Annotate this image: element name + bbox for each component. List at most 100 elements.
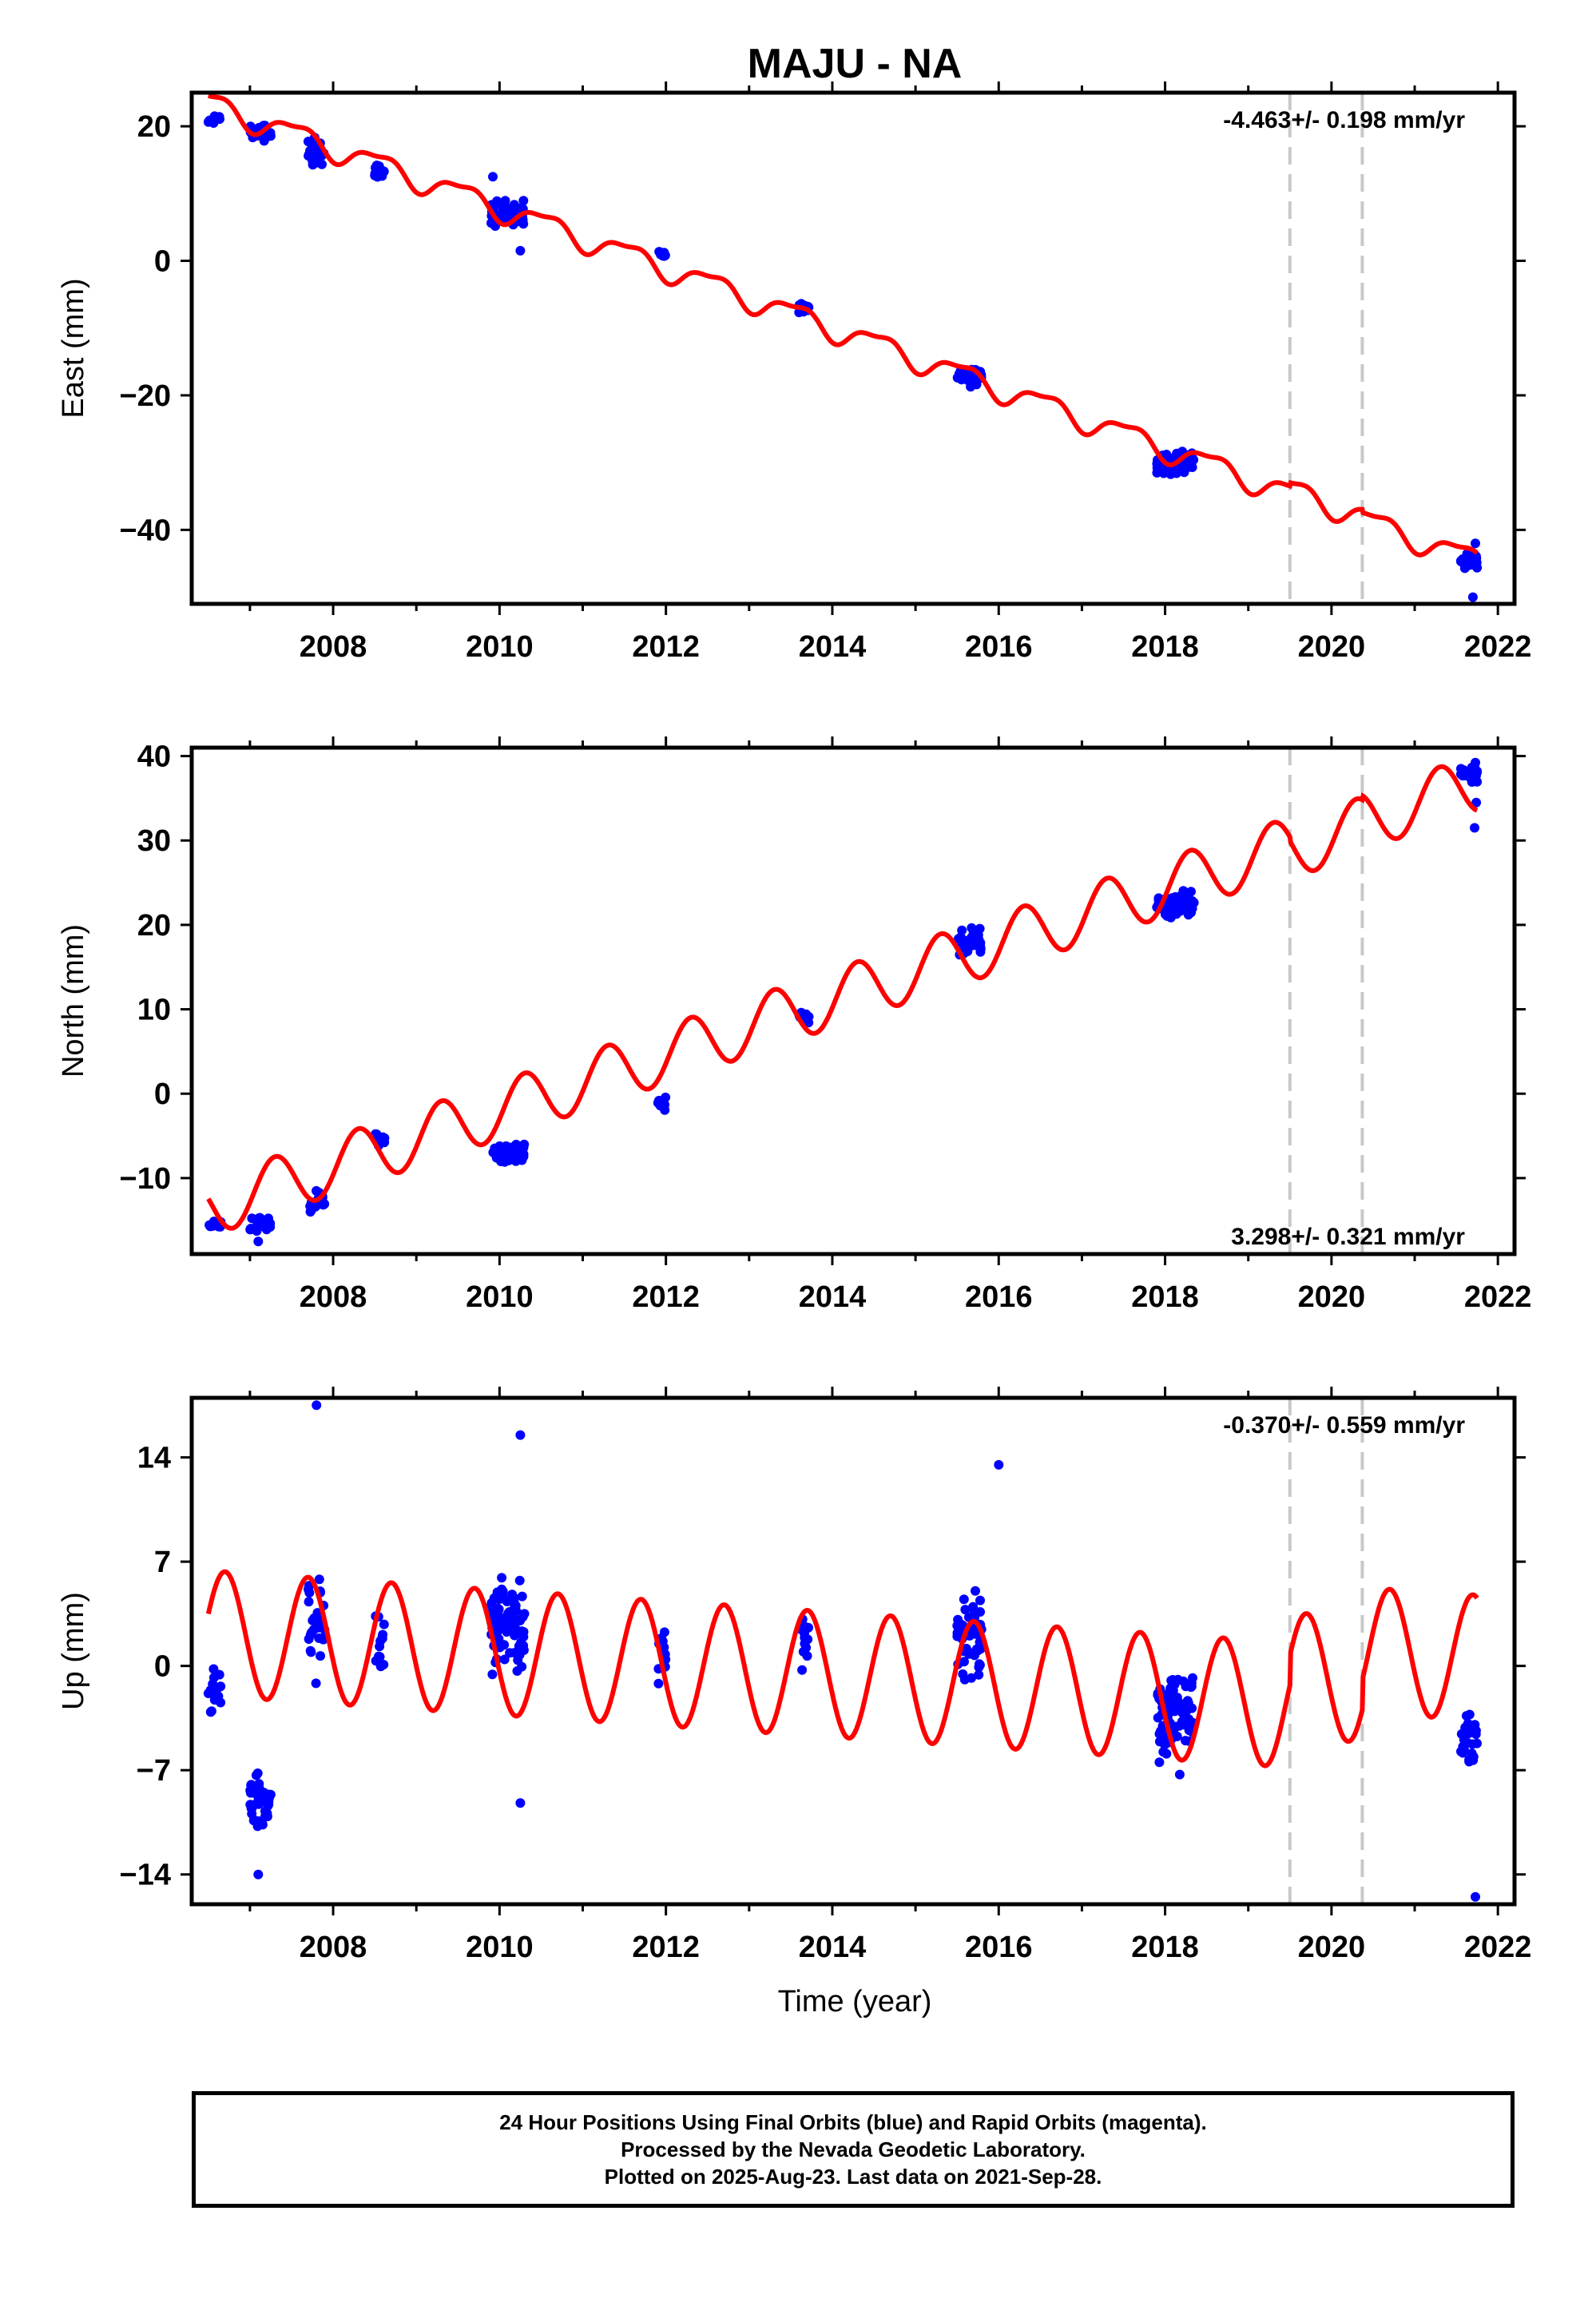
- data-point: [514, 1575, 525, 1586]
- y-tick-label: 30: [137, 824, 171, 858]
- y-tick-label: −10: [120, 1162, 171, 1196]
- footer-line-1: 24 Hour Positions Using Final Orbits (bl…: [499, 2110, 1207, 2134]
- data-point: [967, 923, 977, 933]
- x-tick-label: 2014: [799, 630, 867, 664]
- y-tick-label: 0: [154, 1650, 171, 1684]
- data-point: [515, 245, 526, 256]
- data-point: [960, 1605, 971, 1615]
- data-point: [515, 1798, 526, 1808]
- velocity-annotation: -0.370+/- 0.559 mm/yr: [1223, 1412, 1465, 1439]
- x-tick-label: 2014: [799, 1931, 867, 1964]
- data-point: [316, 1651, 325, 1661]
- data-point: [959, 1657, 969, 1667]
- plot-frame: [189, 90, 1517, 606]
- data-point: [377, 1633, 387, 1644]
- x-tick-label: 2020: [1298, 1280, 1366, 1314]
- footer-line-3: Plotted on 2025-Aug-23. Last data on 202…: [604, 2165, 1102, 2189]
- x-tick-label: 2008: [300, 1931, 367, 1964]
- data-point: [1459, 765, 1469, 776]
- data-point: [971, 1586, 980, 1596]
- data-point: [314, 1574, 324, 1585]
- data-point: [958, 1669, 968, 1679]
- data-point: [656, 249, 666, 260]
- y-tick-label: −7: [137, 1754, 171, 1788]
- data-point: [486, 1600, 496, 1610]
- data-point: [518, 1142, 529, 1153]
- data-point: [214, 1669, 224, 1680]
- data-point: [252, 1768, 263, 1778]
- model-fit-line: [205, 1569, 1479, 1768]
- data-point: [375, 1658, 386, 1669]
- x-tick-label: 2018: [1131, 1931, 1199, 1964]
- x-tick-label: 2020: [1298, 630, 1366, 664]
- data-point: [254, 1784, 264, 1794]
- data-point: [518, 1641, 529, 1651]
- panel-east: 2008 2010 2012 2014 2016 2018 2020 2022 20 0 −20 −4…: [57, 81, 1531, 664]
- data-point: [1462, 549, 1472, 559]
- data-point: [1472, 1738, 1482, 1748]
- data-point: [1171, 1700, 1181, 1710]
- y-tick-label: −20: [120, 379, 171, 413]
- data-point: [499, 1640, 510, 1650]
- model-fit-line: [206, 764, 1479, 1231]
- x-tick-label: 2008: [300, 630, 367, 664]
- x-tick-label: 2016: [965, 630, 1033, 664]
- data-point: [498, 1586, 508, 1597]
- chart-title: MAJU - NA: [748, 41, 963, 87]
- data-point: [304, 1597, 314, 1607]
- data-point: [246, 1780, 256, 1790]
- data-point: [1464, 1756, 1475, 1767]
- data-point: [304, 1634, 314, 1644]
- y-axis-label: East (mm): [57, 278, 90, 418]
- data-point: [797, 1665, 808, 1675]
- data-point: [1471, 757, 1480, 768]
- y-tick-label: 0: [154, 1078, 171, 1111]
- x-tick-label: 2018: [1131, 1280, 1199, 1314]
- x-tick-label: 2014: [799, 1280, 867, 1314]
- data-point: [312, 1400, 322, 1411]
- data-point: [1153, 1713, 1163, 1723]
- footer-line-2: Processed by the Nevada Geodetic Laborat…: [621, 2137, 1086, 2161]
- data-point: [1154, 1757, 1165, 1768]
- data-point: [1183, 1698, 1193, 1708]
- model-fit-line: [208, 93, 1479, 558]
- velocity-annotation: 3.298+/- 0.321 mm/yr: [1231, 1224, 1465, 1250]
- data-point: [209, 1695, 220, 1705]
- data-point: [246, 1800, 256, 1811]
- data-point: [502, 1597, 512, 1606]
- data-point: [309, 1613, 320, 1623]
- data-point: [964, 1649, 975, 1659]
- data-point: [1471, 797, 1482, 808]
- data-point: [1458, 1741, 1468, 1752]
- data-point: [510, 1156, 521, 1166]
- data-point: [1154, 1737, 1165, 1747]
- x-tick-label: 2018: [1131, 630, 1199, 664]
- data-point: [653, 1096, 664, 1106]
- data-point: [1168, 1675, 1178, 1685]
- y-tick-label: 20: [137, 110, 171, 144]
- data-point: [515, 1430, 526, 1440]
- data-point: [498, 1623, 508, 1633]
- data-point: [490, 1592, 500, 1602]
- data-point: [1469, 765, 1479, 776]
- data-point: [210, 1218, 220, 1228]
- data-point: [496, 1157, 506, 1166]
- data-point: [513, 1655, 523, 1665]
- data-point: [379, 166, 389, 177]
- data-point: [260, 1812, 270, 1822]
- data-point: [973, 1645, 983, 1656]
- data-point: [311, 1678, 321, 1689]
- data-point: [955, 372, 965, 383]
- data-point: [1174, 1769, 1185, 1780]
- data-point: [518, 1627, 529, 1637]
- data-point: [1154, 1729, 1165, 1739]
- data-point: [974, 935, 984, 945]
- data-point: [1186, 887, 1196, 897]
- data-point: [253, 1236, 264, 1247]
- data-point: [1188, 1673, 1197, 1683]
- data-point: [802, 1651, 812, 1661]
- data-point: [1462, 1722, 1472, 1733]
- data-point: [246, 1224, 256, 1233]
- x-tick-label: 2012: [632, 1280, 700, 1314]
